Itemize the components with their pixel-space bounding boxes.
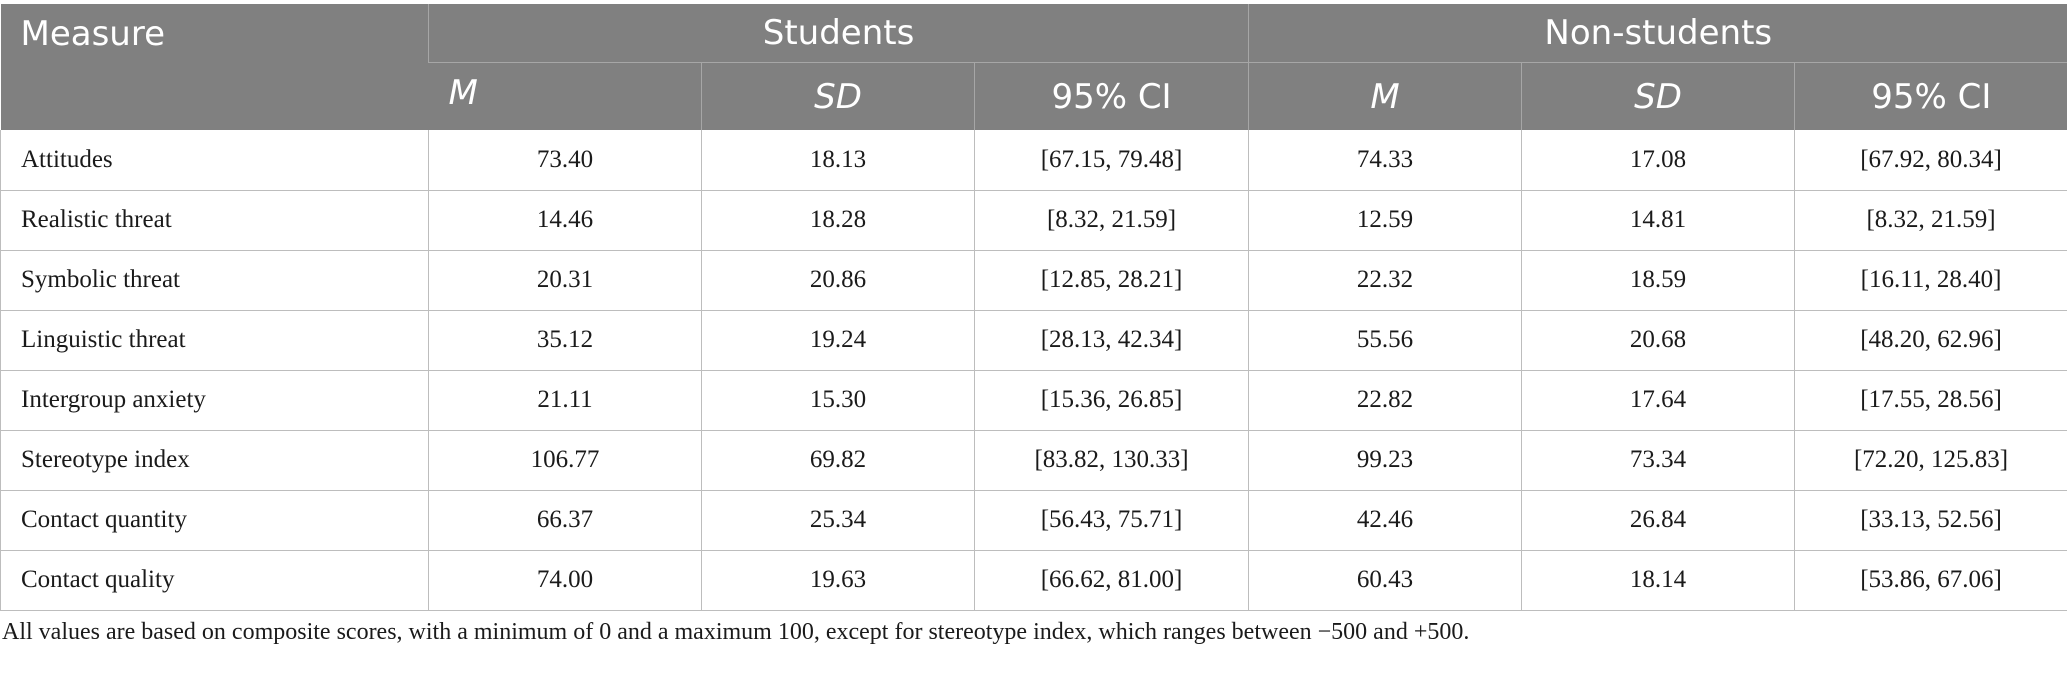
students-ci-header: 95% CI: [973, 62, 1249, 130]
non-students-sd-cell: 73.34: [1521, 430, 1795, 491]
students-ci-cell: [12.85, 28.21]: [973, 250, 1249, 311]
table-row: Contact quality 74.00 19.63 [66.62, 81.00] 6…: [0, 550, 2067, 611]
students-mean-cell: 73.40: [428, 130, 702, 191]
table-row: Linguistic threat 35.12 19.24 [28.13, 42.34…: [0, 310, 2067, 371]
non-students-mean-cell: 55.56: [1248, 310, 1522, 371]
header-subheader-row: M SD 95% CI M SD 95% CI: [1, 62, 2067, 130]
non-students-ci-cell: [16.11, 28.40]: [1794, 250, 2067, 311]
measure-name-cell: Stereotype index: [0, 430, 429, 491]
students-sd-cell: 18.13: [701, 130, 975, 191]
non-students-mean-cell: 99.23: [1248, 430, 1522, 491]
non-students-sd-cell: 18.14: [1521, 550, 1795, 611]
table-row: Stereotype index 106.77 69.82 [83.82, 130.3…: [0, 430, 2067, 491]
table-body: Attitudes 73.40 18.13 [67.15, 79.48] 74.33 17…: [0, 130, 2067, 611]
measure-column-header: Measure: [0, 4, 429, 130]
results-table-container: Measure Students Non-students M SD 95% C…: [0, 4, 2067, 646]
students-ci-cell: [8.32, 21.59]: [973, 190, 1249, 251]
students-mean-cell: 20.31: [428, 250, 702, 311]
non-students-mean-cell: 12.59: [1248, 190, 1522, 251]
students-sd-cell: 18.28: [701, 190, 975, 251]
students-mean-cell: 14.46: [428, 190, 702, 251]
non-students-sd-cell: 18.59: [1521, 250, 1795, 311]
students-ci-cell: [56.43, 75.71]: [973, 490, 1249, 551]
non-students-ci-header: 95% CI: [1794, 62, 2067, 130]
table-footnote: All values are based on composite scores…: [2, 618, 1470, 645]
students-sd-cell: 19.63: [701, 550, 975, 611]
students-mean-cell: 74.00: [428, 550, 702, 611]
non-students-ci-cell: [8.32, 21.59]: [1794, 190, 2067, 251]
students-ci-cell: [67.15, 79.48]: [973, 130, 1249, 191]
students-sd-cell: 69.82: [701, 430, 975, 491]
non-students-sd-cell: 14.81: [1521, 190, 1795, 251]
non-students-mean-cell: 74.33: [1248, 130, 1522, 191]
students-mean-cell: 21.11: [428, 370, 702, 431]
non-students-mean-cell: 42.46: [1248, 490, 1522, 551]
measure-name-cell: Contact quality: [0, 550, 429, 611]
table-row: Contact quantity 66.37 25.34 [56.43, 75.71]…: [0, 490, 2067, 551]
measure-name-cell: Intergroup anxiety: [0, 370, 429, 431]
non-students-mean-cell: 22.82: [1248, 370, 1522, 431]
non-students-ci-cell: [48.20, 62.96]: [1794, 310, 2067, 371]
students-mean-header: M: [428, 62, 702, 130]
non-students-sd-cell: 17.08: [1521, 130, 1795, 191]
students-ci-cell: [66.62, 81.00]: [973, 550, 1249, 611]
header-group-row: Measure Students Non-students: [0, 4, 2067, 130]
students-ci-cell: [83.82, 130.33]: [973, 430, 1249, 491]
students-sd-cell: 20.86: [701, 250, 975, 311]
students-sd-header: SD: [701, 62, 975, 130]
non-students-sd-header: SD: [1521, 62, 1795, 130]
non-students-mean-header: M: [1248, 62, 1522, 130]
students-mean-cell: 106.77: [428, 430, 702, 491]
students-sd-cell: 19.24: [701, 310, 975, 371]
students-mean-cell: 35.12: [428, 310, 702, 371]
students-sd-cell: 25.34: [701, 490, 975, 551]
students-group-header: Students: [427, 4, 1249, 63]
measure-name-cell: Attitudes: [0, 130, 429, 191]
table-row: Attitudes 73.40 18.13 [67.15, 79.48] 74.33 17…: [0, 130, 2067, 191]
non-students-ci-cell: [72.20, 125.83]: [1794, 430, 2067, 491]
measure-name-cell: Linguistic threat: [0, 310, 429, 371]
table-row: Intergroup anxiety 21.11 15.30 [15.36, 26.8…: [0, 370, 2067, 431]
non-students-ci-cell: [33.13, 52.56]: [1794, 490, 2067, 551]
students-mean-cell: 66.37: [428, 490, 702, 551]
students-sd-cell: 15.30: [701, 370, 975, 431]
measure-name-cell: Contact quantity: [0, 490, 429, 551]
students-ci-cell: [28.13, 42.34]: [973, 310, 1249, 371]
results-table: Measure Students Non-students M SD 95% C…: [0, 4, 2067, 611]
non-students-ci-cell: [67.92, 80.34]: [1794, 130, 2067, 191]
table-row: Realistic threat 14.46 18.28 [8.32, 21.59] 1…: [0, 190, 2067, 251]
non-students-sd-cell: 20.68: [1521, 310, 1795, 371]
non-students-ci-cell: [53.86, 67.06]: [1794, 550, 2067, 611]
students-ci-cell: [15.36, 26.85]: [973, 370, 1249, 431]
non-students-sd-cell: 17.64: [1521, 370, 1795, 431]
measure-name-cell: Symbolic threat: [0, 250, 429, 311]
measure-name-cell: Realistic threat: [0, 190, 429, 251]
non-students-group-header: Non-students: [1248, 4, 2067, 63]
non-students-ci-cell: [17.55, 28.56]: [1794, 370, 2067, 431]
non-students-mean-cell: 60.43: [1248, 550, 1522, 611]
non-students-sd-cell: 26.84: [1521, 490, 1795, 551]
non-students-mean-cell: 22.32: [1248, 250, 1522, 311]
table-row: Symbolic threat 20.31 20.86 [12.85, 28.21] 2…: [0, 250, 2067, 311]
table-header: Measure Students Non-students M SD 95% C…: [0, 4, 2067, 130]
